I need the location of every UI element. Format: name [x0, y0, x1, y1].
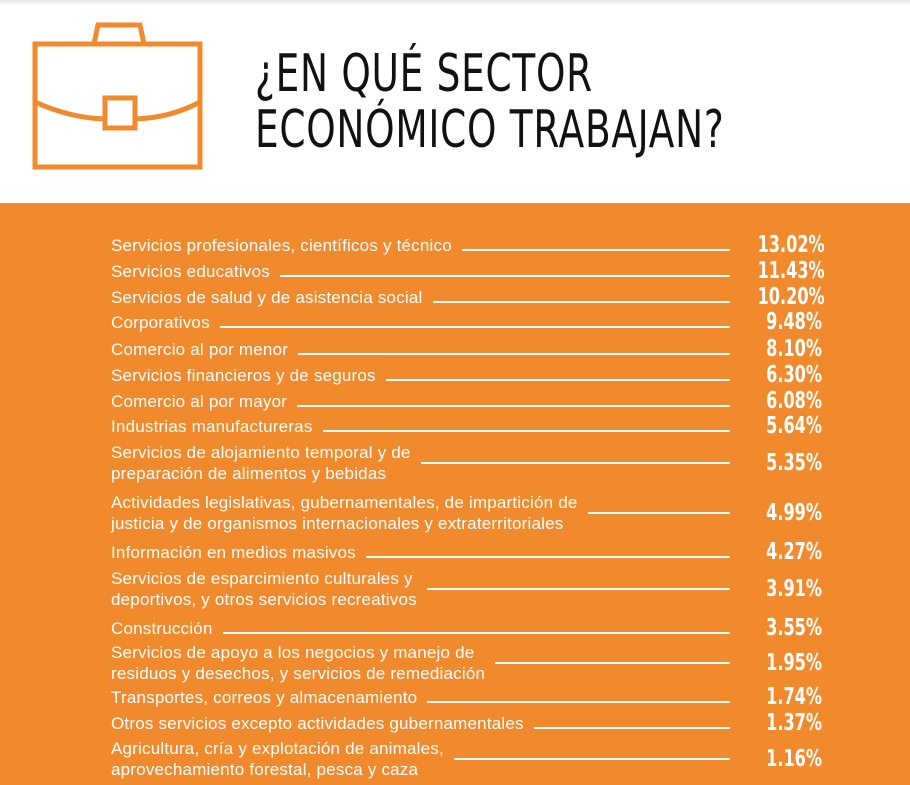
leader-line	[298, 353, 730, 355]
sector-label-line: aprovechamiento forestal, pesca y caza	[111, 760, 419, 779]
sector-label-line: deportivos, y otros servicios recreativo…	[111, 590, 417, 609]
sector-percentage: 9.48%	[766, 309, 822, 335]
sector-row: Construcción 3.55%	[111, 615, 822, 641]
leader-line	[587, 512, 730, 514]
sector-label-line: Transportes, correos y almacenamiento	[111, 687, 418, 707]
leader-line	[279, 275, 730, 277]
leader-line	[432, 301, 730, 303]
sector-label: Comercio al por menor	[111, 339, 288, 360]
sector-row: Industrias manufactureras 5.64%	[111, 413, 822, 439]
sector-percentage: 1.16%	[766, 746, 822, 772]
sector-label-line: Información en medios masivos	[111, 542, 356, 562]
sector-percentage: 10.20%	[757, 284, 825, 310]
sector-percentage: 1.74%	[766, 684, 822, 710]
sector-label-line: Servicios educativos	[111, 261, 270, 281]
sector-row: Información en medios masivos 4.27%	[111, 539, 822, 565]
sector-label: Servicios profesionales, científicos y t…	[111, 235, 452, 256]
page-title: ¿EN QUÉ SECTOR ECONÓMICO TRABAJAN?	[255, 46, 724, 158]
leader-line	[385, 379, 730, 381]
leader-line	[222, 632, 730, 634]
sector-label: Servicios financieros y de seguros	[111, 365, 376, 386]
sector-row: Servicios de esparcimiento culturales y d…	[111, 568, 822, 610]
sector-percentage: 1.37%	[766, 710, 822, 736]
leader-line	[427, 701, 730, 703]
sector-row: Servicios de salud y de asistencia socia…	[111, 284, 825, 310]
sector-percentage: 3.55%	[766, 615, 822, 641]
sector-label-line: Corporativos	[111, 312, 210, 332]
leader-line	[219, 326, 730, 328]
sector-row: Servicios educativos 11.43%	[111, 258, 825, 284]
sector-label: Agricultura, cría y explotación de anima…	[111, 738, 444, 780]
title-line-2: ECONÓMICO TRABAJAN?	[255, 100, 725, 160]
sector-row: Otros servicios excepto actividades gube…	[111, 710, 822, 736]
sector-label-line: Servicios de apoyo a los negocios y mane…	[111, 643, 475, 662]
sector-label-line: Servicios de esparcimiento culturales y	[111, 569, 413, 588]
sector-label: Servicios de esparcimiento culturales y d…	[111, 568, 417, 610]
sector-row: Corporativos 9.48%	[111, 309, 822, 335]
leader-line	[297, 405, 730, 407]
sector-row: Servicios profesionales, científicos y t…	[111, 232, 825, 258]
sector-label-line: justicia y de organismos internacionales…	[111, 514, 564, 533]
leader-line	[495, 662, 730, 664]
sector-row: Transportes, correos y almacenamiento 1.7…	[111, 684, 822, 710]
sector-label: Industrias manufactureras	[111, 416, 313, 437]
sector-label: Servicios de salud y de asistencia socia…	[111, 287, 423, 308]
leader-line	[453, 758, 730, 760]
sector-label: Otros servicios excepto actividades gube…	[111, 713, 524, 734]
sector-row: Servicios de apoyo a los negocios y mane…	[111, 642, 822, 684]
sector-row: Comercio al por menor 8.10%	[111, 336, 822, 362]
sector-percentage: 13.02%	[757, 232, 825, 258]
sector-label-line: Servicios de alojamiento temporal y de	[111, 443, 411, 462]
sector-label-line: Servicios financieros y de seguros	[111, 365, 376, 385]
leader-line	[461, 249, 730, 251]
sector-label: Comercio al por mayor	[111, 391, 287, 412]
sector-row: Servicios financieros y de seguros 6.30%	[111, 362, 822, 388]
sector-percentage: 3.91%	[766, 576, 822, 602]
sector-percentage: 8.10%	[766, 336, 822, 362]
sector-percentage: 11.43%	[757, 258, 825, 284]
sector-row: Servicios de alojamiento temporal y de pr…	[111, 442, 822, 484]
sector-percentage: 4.99%	[766, 500, 822, 526]
sector-row: Comercio al por mayor 6.08%	[111, 388, 822, 414]
sector-label: Transportes, correos y almacenamiento	[111, 687, 417, 708]
sector-label-line: Comercio al por mayor	[111, 391, 288, 411]
sector-label: Actividades legislativas, gubernamentale…	[111, 492, 578, 534]
sector-percentage: 5.35%	[766, 450, 822, 476]
sector-label-line: Industrias manufactureras	[111, 416, 313, 436]
sector-label: Corporativos	[111, 312, 210, 333]
sector-row: Agricultura, cría y explotación de anima…	[111, 738, 822, 780]
title-line-1: ¿EN QUÉ SECTOR	[255, 44, 593, 104]
top-shade	[0, 0, 910, 6]
leader-line	[420, 462, 730, 464]
sector-label-line: Construcción	[111, 618, 213, 638]
sector-percentage: 6.08%	[766, 388, 822, 414]
leader-line	[533, 727, 730, 729]
leader-line	[426, 588, 730, 590]
sector-label-line: Comercio al por menor	[111, 339, 289, 359]
sector-percentage: 5.64%	[766, 413, 822, 439]
leader-line	[365, 556, 730, 558]
sector-label: Información en medios masivos	[111, 542, 356, 563]
sector-percentage: 4.27%	[766, 539, 822, 565]
sector-list-panel	[0, 203, 910, 785]
sector-row: Actividades legislativas, gubernamentale…	[111, 492, 822, 534]
sector-label-line: Servicios profesionales, científicos y t…	[111, 235, 452, 255]
sector-label-line: Actividades legislativas, gubernamentale…	[111, 493, 578, 512]
sector-label-line: preparación de alimentos y bebidas	[111, 464, 387, 483]
sector-label: Servicios de alojamiento temporal y de pr…	[111, 442, 411, 484]
sector-percentage: 1.95%	[766, 650, 822, 676]
sector-label-line: Agricultura, cría y explotación de anima…	[111, 739, 444, 758]
sector-label-line: Servicios de salud y de asistencia socia…	[111, 287, 423, 307]
briefcase-icon	[32, 22, 203, 170]
leader-line	[322, 430, 730, 432]
sector-label-line: Otros servicios excepto actividades gube…	[111, 713, 524, 733]
sector-label: Servicios de apoyo a los negocios y mane…	[111, 642, 485, 684]
sector-percentage: 6.30%	[766, 362, 822, 388]
sector-label-line: residuos y desechos, y servicios de reme…	[111, 664, 486, 683]
sector-label: Construcción	[111, 618, 213, 639]
sector-label: Servicios educativos	[111, 261, 270, 282]
